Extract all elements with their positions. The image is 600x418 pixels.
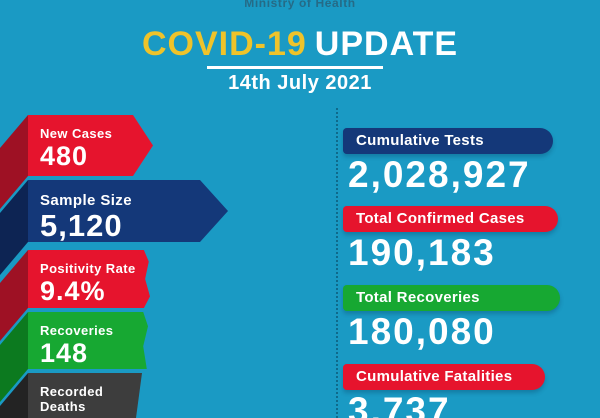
stat-label: Positivity Rate bbox=[40, 261, 136, 276]
stat-ribbon-recorded-deaths: Recorded Deaths 5 bbox=[28, 373, 142, 418]
stat-ribbon-positivity-rate: Positivity Rate 9.4% bbox=[28, 250, 150, 308]
stat-value: 190,183 bbox=[348, 232, 496, 273]
ministry-label: Ministry of Health bbox=[244, 0, 356, 10]
stat-label: Recorded Deaths bbox=[40, 384, 104, 414]
stat-block-cumulative-tests: Cumulative Tests 2,028,927 bbox=[343, 128, 553, 194]
dotted-divider bbox=[336, 108, 338, 418]
stat-value: 480 bbox=[40, 141, 89, 171]
stat-block-cumulative-fatalities: Cumulative Fatalities 3,737 bbox=[343, 364, 545, 418]
stat-label: Cumulative Tests bbox=[356, 132, 484, 149]
stat-value: 5,120 bbox=[40, 208, 123, 243]
stat-label: Total Confirmed Cases bbox=[356, 210, 525, 227]
stat-value: 5 bbox=[40, 415, 142, 418]
title-underline bbox=[207, 66, 383, 69]
stat-ribbon-sample-size: Sample Size 5,120 bbox=[28, 180, 228, 242]
stat-label: Total Recoveries bbox=[356, 289, 480, 306]
stat-value: 148 bbox=[40, 338, 89, 368]
stat-value: 9.4% bbox=[40, 276, 106, 306]
stat-label: Cumulative Fatalities bbox=[356, 368, 513, 385]
stat-value: 2,028,927 bbox=[348, 154, 531, 195]
stat-pill: Total Confirmed Cases bbox=[343, 206, 558, 232]
stat-ribbon-recoveries: Recoveries 148 bbox=[28, 312, 148, 369]
report-date: 14th July 2021 bbox=[228, 72, 372, 94]
title-update: UPDATE bbox=[314, 25, 459, 63]
stat-block-total-confirmed-cases: Total Confirmed Cases 190,183 bbox=[343, 206, 558, 272]
stat-label: New Cases bbox=[40, 126, 113, 141]
stat-ribbon-new-cases: New Cases 480 bbox=[28, 115, 153, 176]
stat-pill: Total Recoveries bbox=[343, 285, 560, 311]
page-title: COVID-19 UPDATE bbox=[0, 25, 600, 64]
stat-value: 180,080 bbox=[348, 311, 496, 352]
stat-pill: Cumulative Tests bbox=[343, 128, 553, 154]
stat-block-total-recoveries: Total Recoveries 180,080 bbox=[343, 285, 560, 351]
stat-pill: Cumulative Fatalities bbox=[343, 364, 545, 390]
stat-label: Recoveries bbox=[40, 323, 114, 338]
title-covid19: COVID-19 bbox=[141, 25, 307, 63]
stat-value: 3,737 bbox=[348, 390, 451, 418]
stat-label: Sample Size bbox=[40, 192, 132, 209]
